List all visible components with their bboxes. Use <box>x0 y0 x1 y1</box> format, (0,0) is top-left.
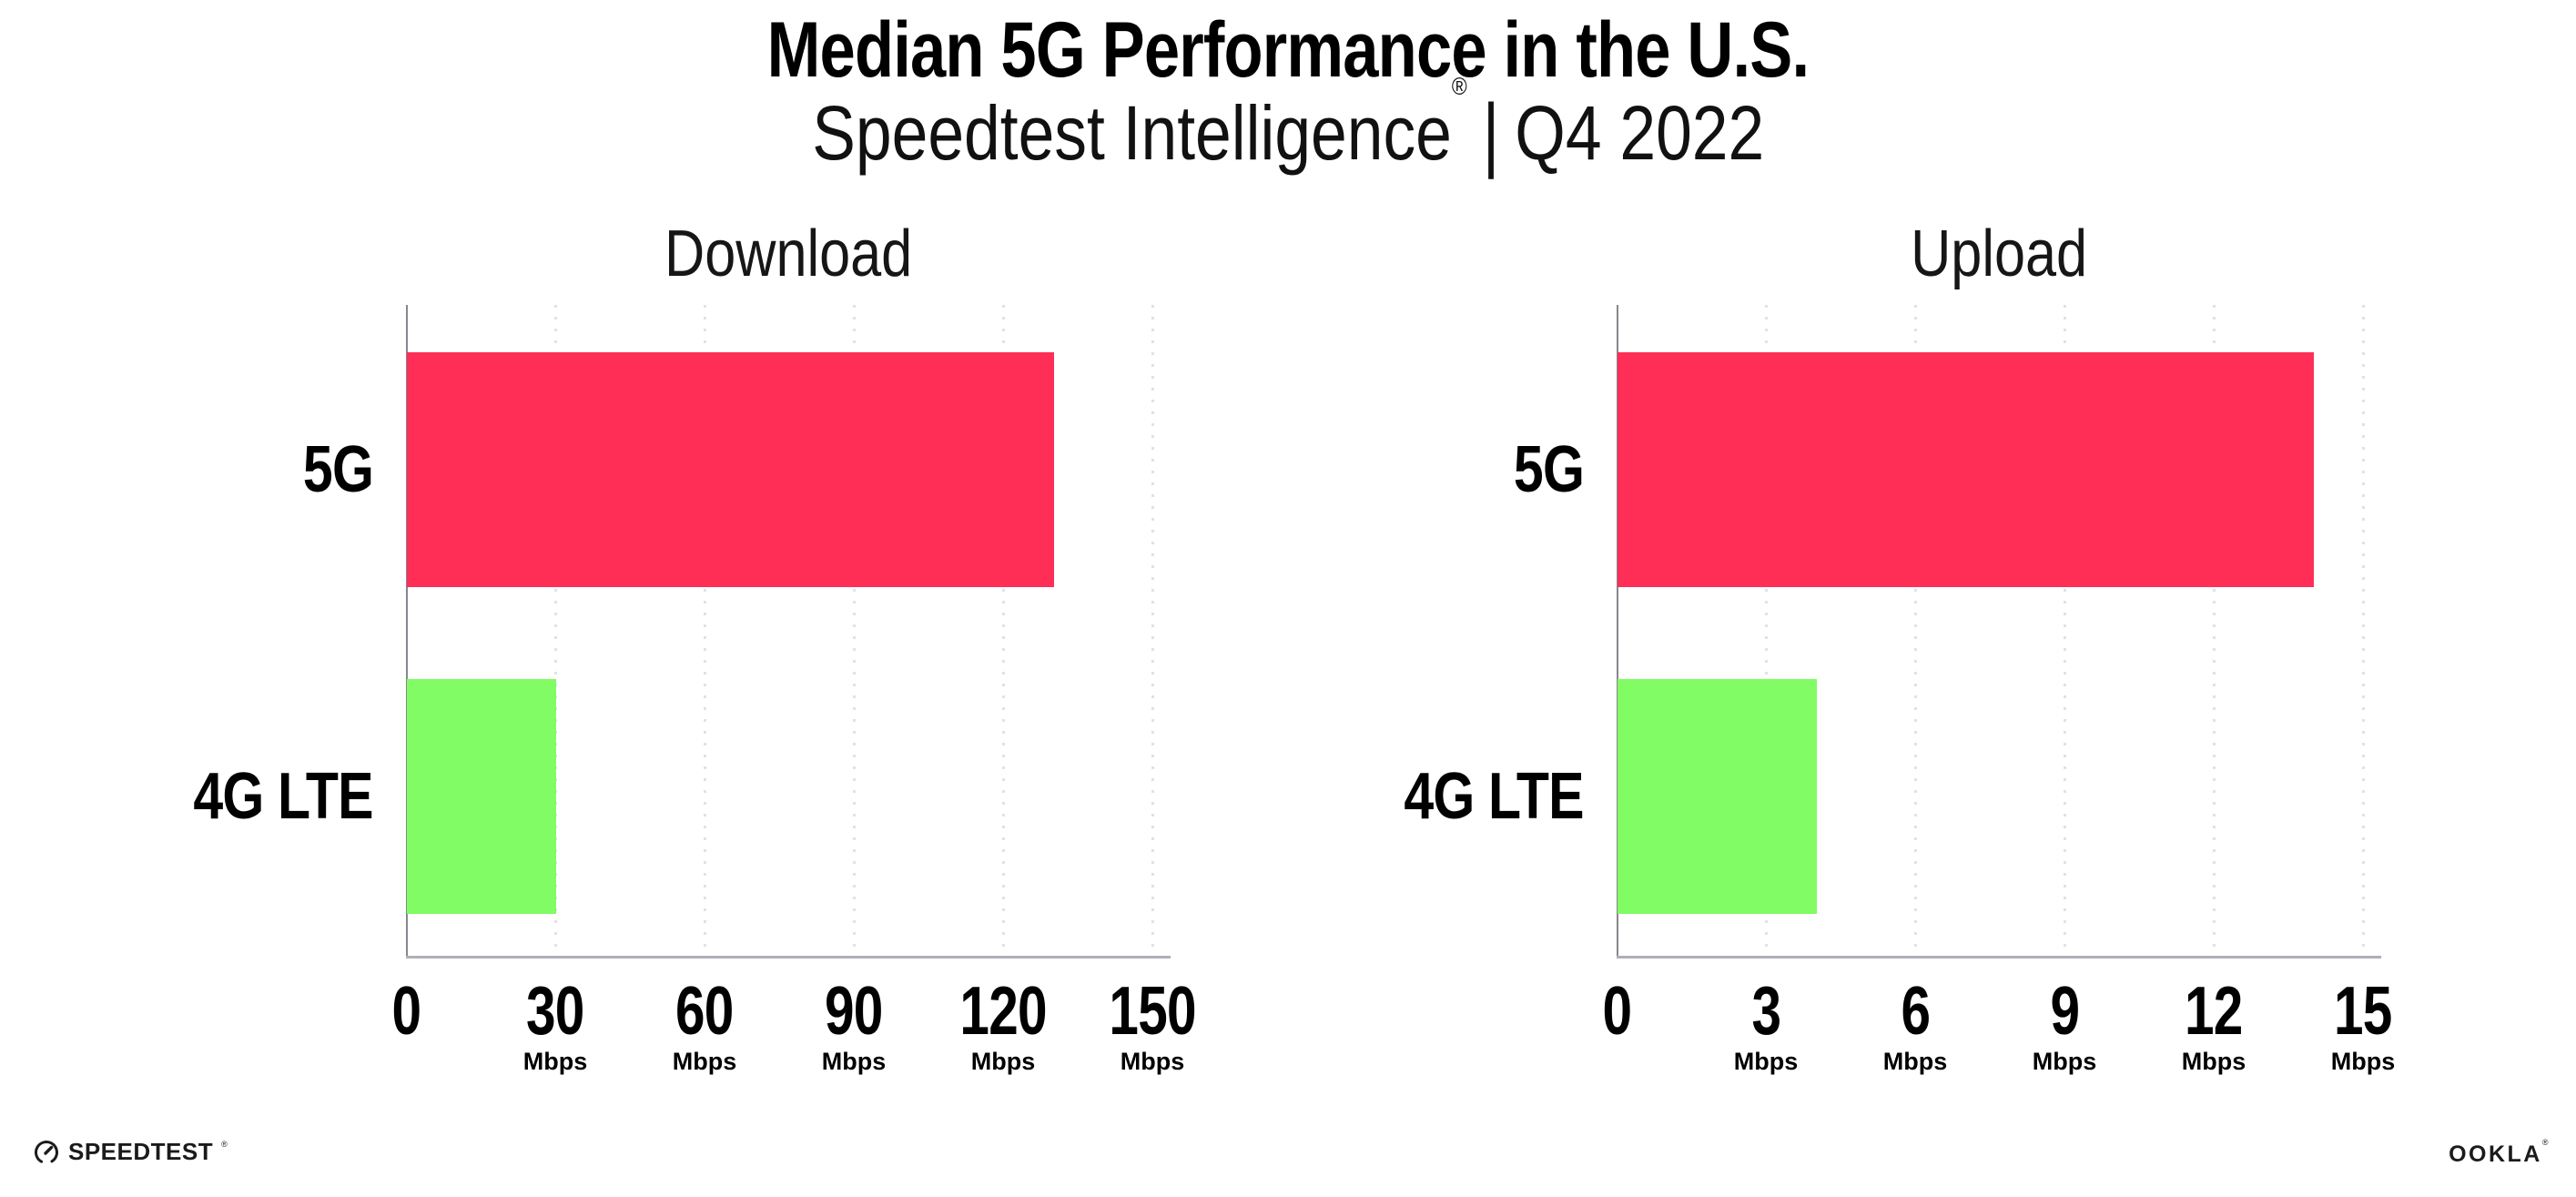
x-tick-120: 120 Mbps <box>921 977 1085 1074</box>
x-tick-value-9: 9 <box>1983 977 2146 1045</box>
bar-5g <box>407 352 1054 587</box>
speedtest-gauge-icon <box>35 1140 58 1164</box>
x-tick-unit-9: Mbps <box>2032 1048 2097 1075</box>
gridline-6 <box>1914 305 1917 957</box>
x-tick-value-6: 6 <box>1833 977 1997 1045</box>
x-tick-value-150: 150 <box>1070 977 1234 1045</box>
plot-area-upload: Upload 5G 4G LTE 0 3 Mbps 6 Mbps 9 Mbps 12 Mbps 15 Mb… <box>1405 221 2396 1074</box>
subtitle-separator: | <box>1482 86 1500 179</box>
gridline-90 <box>853 305 856 957</box>
gridline-150 <box>1151 305 1154 957</box>
x-tick-value-text-30: 30 <box>526 972 584 1049</box>
x-tick-value-30: 30 <box>473 977 637 1045</box>
x-tick-unit-15: Mbps <box>2330 1048 2396 1075</box>
chart-title-text-download: Download <box>664 218 913 290</box>
speedtest-logo: SPEEDTEST ® <box>33 1138 228 1166</box>
page-subtitle: Speedtest Intelligence® | Q4 2022 <box>0 74 2576 179</box>
category-label-text-5g: 5G <box>1513 433 1585 506</box>
x-axis-spine <box>406 956 1171 959</box>
category-label-5g: 5G <box>1202 433 1585 506</box>
x-tick-30: 30 Mbps <box>473 977 637 1074</box>
x-tick-unit-90: Mbps <box>821 1048 887 1075</box>
page-title-text: Median 5G Performance in the U.S. <box>766 6 1810 94</box>
x-tick-unit-12: Mbps <box>2181 1048 2246 1075</box>
gridline-120 <box>1002 305 1005 957</box>
x-tick-unit-150: Mbps <box>1120 1048 1185 1075</box>
x-tick-0: 0 <box>1535 977 1699 1045</box>
x-tick-value-text-120: 120 <box>959 972 1047 1049</box>
chart-title-download: Download <box>406 221 1171 287</box>
x-tick-unit-60: Mbps <box>672 1048 737 1075</box>
gridline-30 <box>554 305 557 957</box>
x-tick-unit-120: Mbps <box>970 1048 1036 1075</box>
gridline-12 <box>2213 305 2216 957</box>
x-tick-12: 12 Mbps <box>2132 977 2296 1074</box>
x-tick-value-text-6: 6 <box>1901 972 1931 1049</box>
bar-5g <box>1618 352 2315 587</box>
gridline-9 <box>2064 305 2066 957</box>
gridline-15 <box>2362 305 2365 957</box>
bar-4g-lte <box>407 679 556 914</box>
x-tick-unit-6: Mbps <box>1882 1048 1948 1075</box>
page-title: Median 5G Performance in the U.S. <box>0 7 2576 94</box>
y-axis-spine <box>406 305 408 959</box>
x-axis-spine <box>1617 956 2381 959</box>
gridline-60 <box>704 305 706 957</box>
x-tick-15: 15 Mbps <box>2281 977 2445 1074</box>
x-tick-value-text-0: 0 <box>1602 972 1632 1049</box>
speedtest-registered-mark: ® <box>221 1139 228 1149</box>
x-tick-value-60: 60 <box>623 977 786 1045</box>
x-tick-unit-3: Mbps <box>1733 1048 1799 1075</box>
x-tick-value-text-60: 60 <box>675 972 734 1049</box>
x-tick-value-15: 15 <box>2281 977 2445 1045</box>
ookla-logo: OOKLA® <box>2449 1137 2551 1168</box>
category-label-text-4g-lte: 4G LTE <box>193 760 374 833</box>
x-tick-0: 0 <box>324 977 488 1045</box>
x-tick-value-text-90: 90 <box>825 972 883 1049</box>
subtitle-brand: Speedtest Intelligence <box>812 90 1452 176</box>
x-tick-60: 60 Mbps <box>623 977 786 1074</box>
category-label-4g-lte: 4G LTE <box>0 760 374 833</box>
x-tick-9: 9 Mbps <box>1983 977 2146 1074</box>
x-tick-3: 3 Mbps <box>1684 977 1848 1074</box>
chart-title-upload: Upload <box>1617 221 2381 287</box>
x-tick-value-3: 3 <box>1684 977 1848 1045</box>
x-tick-90: 90 Mbps <box>772 977 936 1074</box>
x-tick-value-text-12: 12 <box>2185 972 2243 1049</box>
category-label-text-4g-lte: 4G LTE <box>1404 760 1585 833</box>
x-tick-value-0: 0 <box>1535 977 1699 1045</box>
category-label-4g-lte: 4G LTE <box>1202 760 1585 833</box>
plot-area-download: Download 5G 4G LTE 0 30 Mbps 60 Mbps 90 Mbps 120 Mb… <box>194 221 1197 1074</box>
x-tick-value-90: 90 <box>772 977 936 1045</box>
speedtest-wordmark: SPEEDTEST <box>68 1138 214 1165</box>
x-tick-6: 6 Mbps <box>1833 977 1997 1074</box>
x-tick-value-text-15: 15 <box>2334 972 2392 1049</box>
registered-mark: ® <box>1451 73 1467 101</box>
x-tick-value-120: 120 <box>921 977 1085 1045</box>
x-tick-value-text-9: 9 <box>2050 972 2080 1049</box>
bar-4g-lte <box>1618 679 1817 914</box>
x-tick-value-text-150: 150 <box>1109 972 1196 1049</box>
x-tick-150: 150 Mbps <box>1070 977 1234 1074</box>
chart-title-text-upload: Upload <box>1911 218 2087 290</box>
ookla-wordmark: OOKLA <box>2449 1141 2542 1167</box>
x-tick-value-text-0: 0 <box>391 972 421 1049</box>
x-tick-value-text-3: 3 <box>1751 972 1781 1049</box>
y-axis-spine <box>1617 305 1618 959</box>
x-tick-value-0: 0 <box>324 977 488 1045</box>
gridline-3 <box>1765 305 1768 957</box>
subtitle-period: Q4 2022 <box>1515 90 1764 176</box>
ookla-registered-mark: ® <box>2541 1137 2551 1147</box>
category-label-text-5g: 5G <box>302 433 374 506</box>
x-tick-value-12: 12 <box>2132 977 2296 1045</box>
x-tick-unit-30: Mbps <box>522 1048 588 1075</box>
category-label-5g: 5G <box>0 433 374 506</box>
